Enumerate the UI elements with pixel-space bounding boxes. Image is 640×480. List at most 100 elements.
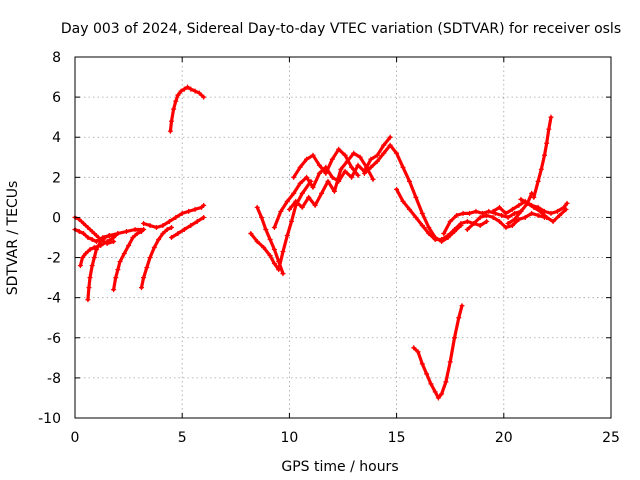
data-point bbox=[381, 142, 387, 148]
data-point bbox=[419, 210, 425, 216]
series-arc13 bbox=[286, 150, 376, 212]
data-point bbox=[445, 232, 451, 238]
data-point bbox=[435, 395, 441, 401]
x-tick-label: 25 bbox=[602, 430, 620, 446]
chart-title: Day 003 of 2024, Sidereal Day-to-day VTE… bbox=[61, 21, 621, 37]
data-point bbox=[432, 389, 438, 395]
data-point bbox=[451, 335, 457, 341]
data-point bbox=[310, 184, 316, 190]
data-point bbox=[542, 208, 548, 214]
data-point bbox=[406, 206, 412, 212]
data-point bbox=[85, 224, 91, 230]
data-point bbox=[134, 230, 140, 236]
data-point bbox=[531, 194, 537, 200]
data-point bbox=[138, 285, 144, 291]
series-arc10 bbox=[248, 178, 314, 273]
data-point bbox=[201, 214, 207, 220]
data-point bbox=[261, 245, 267, 251]
data-point bbox=[83, 251, 89, 257]
data-point bbox=[153, 224, 159, 230]
data-point bbox=[394, 186, 400, 192]
series-line bbox=[169, 215, 206, 240]
plot-frame bbox=[74, 56, 612, 419]
data-point bbox=[171, 106, 177, 112]
data-point bbox=[91, 255, 97, 261]
data-point bbox=[419, 222, 425, 228]
series-arc18 bbox=[464, 210, 548, 232]
data-point bbox=[518, 196, 524, 202]
data-point bbox=[338, 166, 344, 172]
data-point bbox=[537, 208, 543, 214]
data-point bbox=[147, 222, 153, 228]
data-point bbox=[284, 232, 290, 238]
data-point bbox=[115, 267, 121, 273]
data-point bbox=[374, 152, 380, 158]
data-point bbox=[248, 230, 254, 236]
series-arc11 bbox=[254, 204, 286, 277]
data-point bbox=[456, 315, 462, 321]
data-point bbox=[104, 239, 110, 245]
data-point bbox=[355, 172, 361, 178]
data-point bbox=[291, 190, 297, 196]
data-point bbox=[141, 220, 147, 226]
data-point bbox=[351, 150, 357, 156]
data-point bbox=[106, 232, 112, 238]
data-point bbox=[81, 220, 87, 226]
data-point bbox=[509, 222, 515, 228]
data-point bbox=[102, 235, 108, 240]
series-layer bbox=[72, 84, 570, 401]
series-line bbox=[362, 143, 463, 244]
series-line bbox=[412, 304, 464, 400]
data-point bbox=[111, 232, 117, 238]
y-axis-label: SDTVAR / TECUs bbox=[5, 181, 21, 296]
data-point bbox=[497, 204, 503, 210]
data-point bbox=[413, 214, 419, 220]
data-point bbox=[361, 170, 367, 176]
series-arc6 bbox=[138, 224, 174, 291]
data-point bbox=[179, 210, 185, 216]
data-point bbox=[490, 208, 496, 214]
series-arc23 bbox=[411, 303, 465, 401]
data-point bbox=[486, 208, 492, 214]
series-arc7 bbox=[141, 202, 207, 230]
series-line bbox=[287, 151, 375, 211]
y-tick-label: -6 bbox=[47, 331, 61, 347]
data-point bbox=[196, 90, 202, 96]
series-arc21 bbox=[531, 114, 554, 200]
data-point bbox=[173, 214, 179, 220]
series-arc5 bbox=[111, 228, 144, 293]
data-point bbox=[144, 265, 150, 271]
x-tick-label: 20 bbox=[495, 430, 513, 446]
data-point bbox=[168, 235, 174, 240]
series-line bbox=[395, 187, 489, 242]
data-point bbox=[512, 210, 518, 216]
data-point bbox=[497, 218, 503, 224]
data-point bbox=[276, 259, 282, 265]
data-point bbox=[329, 156, 335, 162]
data-point bbox=[368, 164, 374, 170]
y-tick-label: -2 bbox=[47, 251, 61, 267]
data-point bbox=[306, 194, 312, 200]
data-point bbox=[284, 198, 290, 204]
data-point bbox=[415, 349, 421, 355]
data-point bbox=[280, 249, 286, 255]
data-point bbox=[503, 210, 509, 216]
data-point bbox=[490, 214, 496, 220]
series-arc22 bbox=[518, 196, 569, 224]
data-point bbox=[194, 218, 200, 224]
data-point bbox=[535, 212, 541, 218]
data-point bbox=[181, 86, 187, 92]
data-point bbox=[357, 154, 363, 160]
series-arc4 bbox=[85, 232, 117, 303]
data-point bbox=[336, 146, 342, 152]
data-point bbox=[123, 228, 129, 234]
data-point bbox=[141, 275, 147, 281]
data-point bbox=[175, 92, 181, 98]
data-point bbox=[400, 198, 406, 204]
data-point bbox=[304, 156, 310, 162]
data-point bbox=[86, 285, 92, 291]
data-point bbox=[564, 200, 570, 206]
data-point bbox=[451, 226, 457, 232]
grid-layer bbox=[75, 57, 611, 418]
